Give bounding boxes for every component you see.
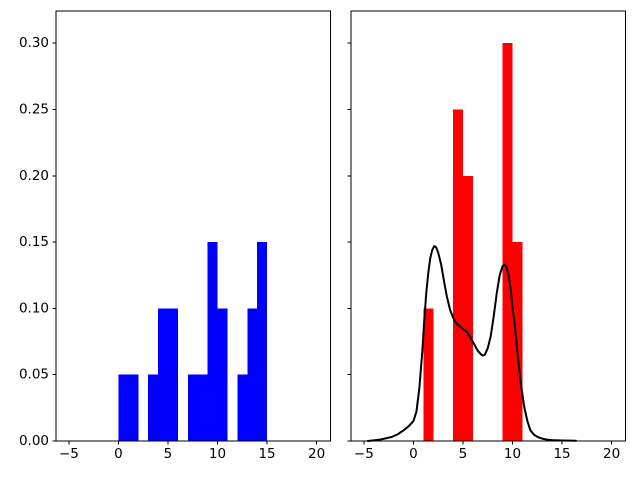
y-tick-label: 0.05 xyxy=(19,367,49,383)
histogram-bar xyxy=(207,242,218,441)
histogram-bar xyxy=(158,308,168,441)
histogram-bar xyxy=(148,374,159,441)
x-tick-label: 5 xyxy=(164,446,173,462)
histogram-bar xyxy=(118,374,129,441)
x-tick-label: −5 xyxy=(354,446,374,462)
y-tick-label: 0.15 xyxy=(19,234,49,250)
x-tick-label: 10 xyxy=(504,446,521,462)
x-tick-label: 15 xyxy=(553,446,570,462)
histogram-bar xyxy=(197,374,208,441)
histogram-bar xyxy=(423,308,434,441)
subplot-right: −5 0 5 10 15 20 xyxy=(347,10,626,462)
histogram-bar xyxy=(167,308,178,441)
y-tick-label: 0.25 xyxy=(19,102,49,118)
histogram-bar xyxy=(257,242,268,441)
histogram-bar xyxy=(462,175,473,441)
x-tick-label: 20 xyxy=(603,446,620,462)
histogram-bar xyxy=(128,374,139,441)
y-tick-label: 0.00 xyxy=(19,433,49,449)
axes-frame xyxy=(350,10,626,442)
x-tick-label: 20 xyxy=(308,446,325,462)
y-tick-label: 0.20 xyxy=(19,168,49,184)
x-tick-label: 0 xyxy=(409,446,418,462)
y-tick-label: 0.10 xyxy=(19,300,49,316)
x-tick-label: −5 xyxy=(59,446,79,462)
axes-frame xyxy=(55,10,331,442)
kde-curve xyxy=(366,245,577,442)
x-tick-label: 0 xyxy=(114,446,123,462)
x-tick-label: 5 xyxy=(459,446,468,462)
histogram-bar xyxy=(237,374,248,441)
y-tick-label: 0.30 xyxy=(19,35,49,51)
histogram-bar xyxy=(453,109,463,442)
histogram-bar xyxy=(502,43,513,441)
subplot-left: −5 0 5 10 15 20 0.00 0.05 0.10 0.15 0.20 0.25 0.30 xyxy=(19,10,331,462)
histogram-bar xyxy=(187,374,198,441)
x-tick-label: 10 xyxy=(209,446,226,462)
histogram-bar xyxy=(247,308,258,441)
x-tick-label: 15 xyxy=(258,446,275,462)
histogram-bar xyxy=(512,242,523,441)
histogram-bar xyxy=(217,308,228,441)
